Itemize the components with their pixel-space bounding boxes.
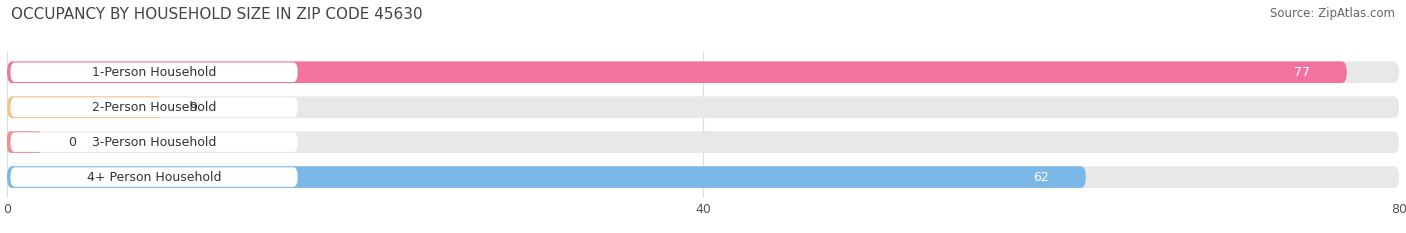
Text: 4+ Person Household: 4+ Person Household xyxy=(87,171,221,184)
Text: 0: 0 xyxy=(67,136,76,149)
FancyBboxPatch shape xyxy=(1263,64,1341,80)
Text: 77: 77 xyxy=(1295,66,1310,79)
FancyBboxPatch shape xyxy=(7,96,163,118)
FancyBboxPatch shape xyxy=(7,96,1399,118)
FancyBboxPatch shape xyxy=(7,166,1399,188)
Text: OCCUPANCY BY HOUSEHOLD SIZE IN ZIP CODE 45630: OCCUPANCY BY HOUSEHOLD SIZE IN ZIP CODE … xyxy=(11,7,423,22)
FancyBboxPatch shape xyxy=(7,61,1399,83)
FancyBboxPatch shape xyxy=(7,131,42,153)
Text: 62: 62 xyxy=(1033,171,1049,184)
FancyBboxPatch shape xyxy=(10,167,298,187)
FancyBboxPatch shape xyxy=(10,132,298,152)
FancyBboxPatch shape xyxy=(7,131,1399,153)
FancyBboxPatch shape xyxy=(10,97,298,117)
Text: 3-Person Household: 3-Person Household xyxy=(91,136,217,149)
Text: 2-Person Household: 2-Person Household xyxy=(91,101,217,114)
FancyBboxPatch shape xyxy=(7,61,1347,83)
FancyBboxPatch shape xyxy=(10,62,298,82)
Text: 9: 9 xyxy=(190,101,198,114)
FancyBboxPatch shape xyxy=(1002,169,1081,185)
FancyBboxPatch shape xyxy=(7,166,1085,188)
Text: 1-Person Household: 1-Person Household xyxy=(91,66,217,79)
Text: Source: ZipAtlas.com: Source: ZipAtlas.com xyxy=(1270,7,1395,20)
